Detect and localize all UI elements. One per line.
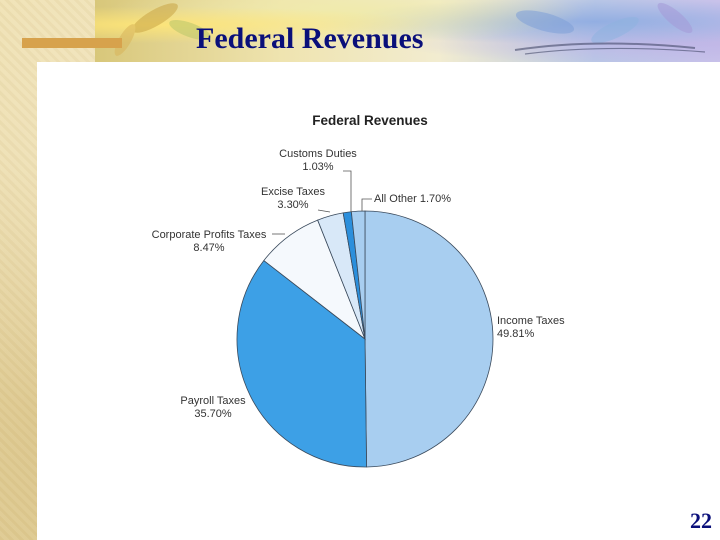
- slice-name-customs-duties: Customs Duties: [279, 148, 357, 160]
- slice-value-corporate-profits-taxes: 8.47%: [193, 242, 224, 254]
- page-number: 22: [690, 508, 712, 533]
- slice-label-all-other: All Other 1.70%: [374, 193, 451, 205]
- leader-line-all-other: [361, 198, 372, 211]
- slice-label-corporate-profits-taxes: Corporate Profits Taxes 8.47%: [152, 229, 267, 254]
- pie-slice-income-taxes: [364, 210, 494, 468]
- slide-title: Federal Revenues: [196, 22, 424, 55]
- pie-slice-payroll-taxes: [236, 259, 367, 468]
- slice-name-excise-taxes: Excise Taxes: [261, 186, 325, 198]
- header-accent-stripe: [22, 38, 122, 48]
- slice-label-excise-taxes: Excise Taxes 3.30%: [261, 186, 325, 211]
- slice-label-customs-duties: Customs Duties 1.03%: [279, 148, 357, 173]
- slice-label-income-taxes: Income Taxes 49.81%: [497, 315, 565, 340]
- header-decoration: [114, 2, 706, 56]
- slice-label-payroll-taxes: Payroll Taxes 35.70%: [180, 395, 246, 420]
- slice-name-income-taxes: Income Taxes: [497, 315, 565, 327]
- slice-value-payroll-taxes: 35.70%: [194, 408, 232, 420]
- leader-line-excise-taxes: [317, 209, 331, 213]
- slice-value-excise-taxes: 3.30%: [277, 199, 308, 211]
- slice-value-income-taxes: 49.81%: [497, 328, 535, 340]
- slice-name-corporate-profits-taxes: Corporate Profits Taxes: [152, 229, 267, 241]
- leader-line-customs-duties: [343, 170, 352, 212]
- slice-value-customs-duties: 1.03%: [302, 161, 333, 173]
- chart-title: Federal Revenues: [312, 113, 428, 128]
- slice-name-payroll-taxes: Payroll Taxes: [180, 395, 246, 407]
